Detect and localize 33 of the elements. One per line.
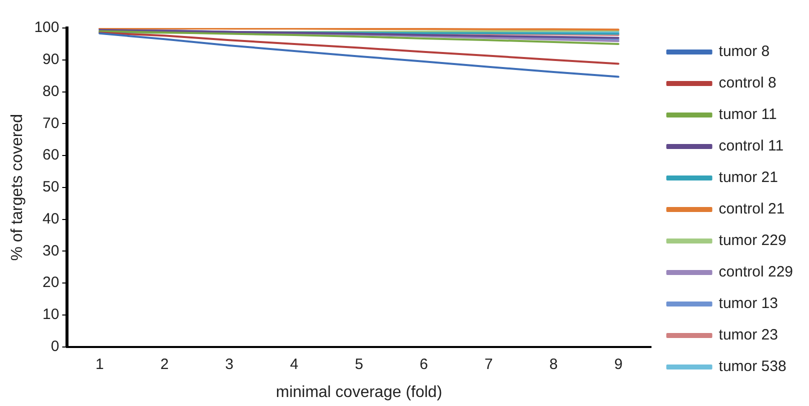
x-tick-label: 4 bbox=[290, 356, 298, 373]
y-tick-label: 30 bbox=[42, 242, 60, 260]
y-tick-label: 0 bbox=[50, 338, 60, 355]
x-tick-label: 5 bbox=[354, 356, 364, 373]
legend-label: control 229 bbox=[718, 264, 793, 281]
x-tick-label: 3 bbox=[225, 356, 234, 373]
x-tick-label: 2 bbox=[160, 356, 169, 373]
legend-label: tumor 23 bbox=[718, 326, 778, 344]
legend-label: tumor 13 bbox=[718, 295, 778, 312]
y-tick-label: 20 bbox=[42, 274, 60, 292]
legend-label: tumor 11 bbox=[718, 106, 777, 124]
legend-label: control 11 bbox=[718, 138, 784, 155]
y-tick-label: 10 bbox=[42, 306, 60, 324]
legend-label: tumor 8 bbox=[718, 43, 770, 60]
y-tick-label: 80 bbox=[42, 82, 60, 100]
x-tick-label: 9 bbox=[614, 356, 623, 373]
y-axis-title: % of targets covered bbox=[9, 114, 26, 261]
y-tick-label: 70 bbox=[42, 114, 60, 132]
y-tick-label: 90 bbox=[42, 51, 60, 68]
y-tick-label: 100 bbox=[34, 19, 60, 36]
legend-label: control 8 bbox=[718, 74, 776, 92]
x-tick-label: 1 bbox=[95, 356, 104, 373]
legend-label: tumor 538 bbox=[718, 358, 786, 376]
y-tick-label: 50 bbox=[42, 178, 60, 196]
legend-label: tumor 229 bbox=[718, 232, 786, 250]
legend-label: control 21 bbox=[718, 200, 785, 218]
x-tick-label: 8 bbox=[549, 356, 558, 373]
y-tick-label: 40 bbox=[42, 210, 60, 228]
legend-label: tumor 21 bbox=[718, 169, 778, 186]
x-axis-title: minimal coverage (fold) bbox=[276, 384, 442, 401]
y-tick-label: 60 bbox=[42, 146, 60, 164]
x-tick-label: 6 bbox=[420, 356, 428, 373]
x-tick-label: 7 bbox=[484, 356, 493, 373]
